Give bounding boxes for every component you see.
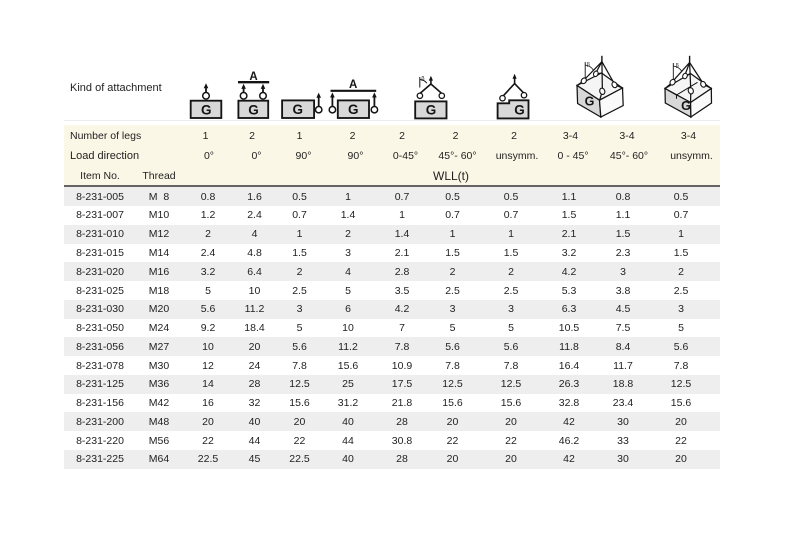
- svg-text:β: β: [676, 63, 679, 69]
- svg-text:G: G: [426, 103, 437, 118]
- svg-text:β: β: [421, 76, 424, 82]
- svg-text:G: G: [293, 102, 304, 117]
- svg-text:G: G: [248, 102, 259, 117]
- svg-text:A: A: [349, 79, 357, 91]
- svg-text:G: G: [514, 103, 525, 118]
- svg-text:G: G: [348, 102, 359, 117]
- svg-text:G: G: [201, 102, 212, 117]
- svg-text:A: A: [249, 71, 257, 83]
- svg-text:G: G: [681, 99, 691, 113]
- svg-text:β: β: [587, 62, 590, 68]
- svg-text:G: G: [585, 95, 595, 109]
